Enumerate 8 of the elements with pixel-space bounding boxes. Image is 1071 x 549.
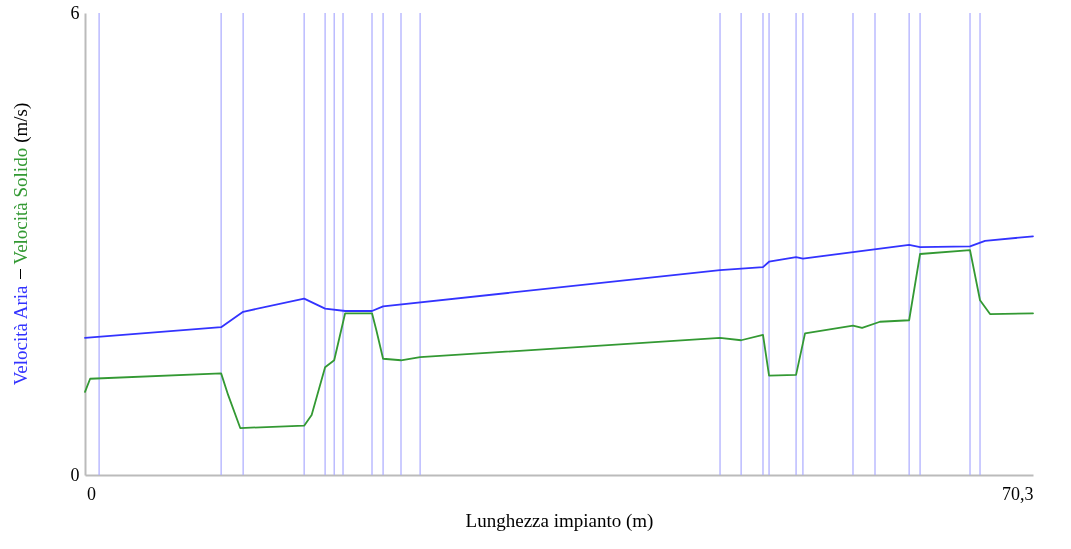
line-series bbox=[84, 235, 1034, 339]
y-axis-title: (m/s) bbox=[10, 102, 32, 143]
x-axis-title: Lunghezza impianto (m) bbox=[465, 509, 654, 532]
line-series bbox=[84, 249, 1034, 429]
x-tick-label: 70,3 bbox=[1002, 483, 1034, 504]
y-tick-label: 6 bbox=[70, 2, 80, 23]
text: Velocità Aria bbox=[10, 284, 31, 386]
text: Velocità Solido bbox=[10, 147, 31, 265]
